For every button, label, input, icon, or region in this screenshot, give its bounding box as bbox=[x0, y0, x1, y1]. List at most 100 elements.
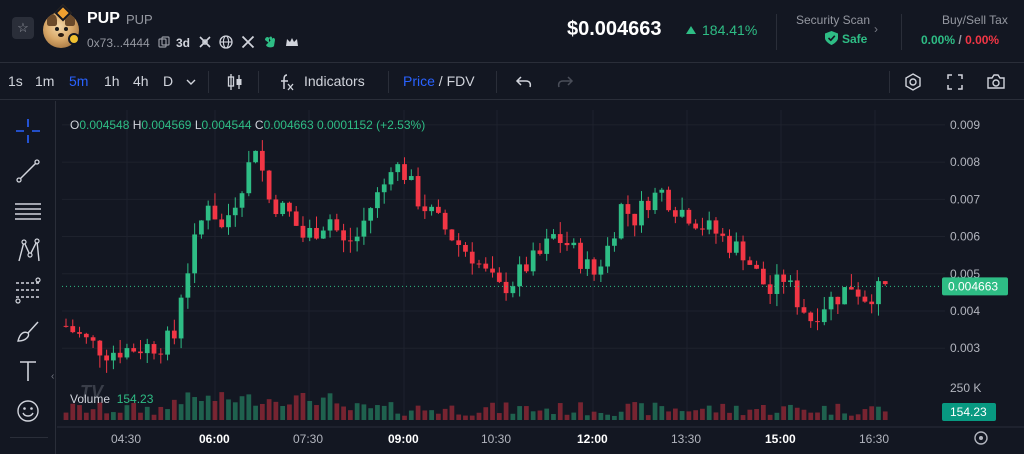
candle-body bbox=[781, 274, 787, 282]
candle-body bbox=[774, 274, 780, 294]
volume-value: 154.23 bbox=[116, 392, 154, 406]
volume-bar bbox=[347, 410, 353, 420]
volume-bar bbox=[801, 409, 807, 420]
fib-retracement-icon[interactable] bbox=[14, 277, 42, 305]
scan-icon[interactable] bbox=[197, 34, 213, 50]
shield-check-icon bbox=[825, 31, 838, 45]
contract-address[interactable]: 0x73...4444 bbox=[87, 36, 150, 50]
indicators-button[interactable]: Indicators bbox=[304, 73, 365, 89]
brush-icon[interactable] bbox=[14, 317, 42, 345]
volume-bar bbox=[402, 415, 407, 420]
candle-body bbox=[158, 353, 164, 355]
camera-icon[interactable] bbox=[986, 72, 1006, 92]
price-chart[interactable]: 0.009 0.008 0.007 0.006 0.005 0.004 0.003 04:30… bbox=[57, 101, 1024, 454]
trend-line-icon[interactable] bbox=[14, 157, 42, 185]
volume-bar bbox=[104, 413, 109, 420]
y-tick-label: 0.003 bbox=[950, 341, 980, 355]
undo-icon[interactable] bbox=[514, 72, 534, 92]
candle-body bbox=[287, 202, 292, 212]
candlestick-type-icon[interactable] bbox=[225, 72, 245, 92]
favorite-star-icon[interactable]: ☆ bbox=[12, 17, 34, 39]
timeframe-1s[interactable]: 1s bbox=[8, 73, 23, 89]
chevron-right-icon[interactable]: › bbox=[874, 22, 878, 36]
candle-body bbox=[131, 348, 137, 352]
candle-body bbox=[320, 230, 326, 239]
current-price: $0.004663 bbox=[567, 18, 662, 40]
candle-body bbox=[354, 236, 360, 242]
telegram-icon[interactable] bbox=[262, 34, 278, 50]
collapse-sidebar-icon[interactable]: ‹ bbox=[51, 371, 55, 382]
text-tool-icon[interactable] bbox=[14, 357, 42, 385]
volume-bar bbox=[720, 403, 726, 420]
crosshair-icon[interactable] bbox=[14, 117, 42, 145]
candle-body bbox=[171, 330, 177, 339]
volume-bar bbox=[314, 405, 319, 420]
volume-bar bbox=[320, 397, 326, 420]
timeframe-1m[interactable]: 1m bbox=[35, 73, 55, 89]
copy-icon[interactable] bbox=[158, 36, 170, 48]
fdv-option[interactable]: FDV bbox=[446, 73, 475, 89]
volume-bar bbox=[659, 406, 665, 420]
volume-bar bbox=[239, 396, 245, 420]
volume-bar bbox=[584, 415, 590, 420]
candle-body bbox=[849, 287, 854, 290]
volume-bar bbox=[645, 415, 651, 420]
high-value: 0.004569 bbox=[141, 118, 192, 132]
volume-bar bbox=[442, 408, 448, 420]
timeframe-1h[interactable]: 1h bbox=[104, 73, 120, 89]
volume-bar bbox=[178, 404, 184, 420]
x-tick-label: 15:00 bbox=[765, 432, 796, 446]
horizontal-lines-icon[interactable] bbox=[14, 197, 42, 225]
timeframe-d[interactable]: D bbox=[163, 73, 174, 89]
candle-body bbox=[347, 240, 353, 242]
candle-body bbox=[266, 170, 272, 200]
volume-bar bbox=[97, 402, 103, 420]
candle-body bbox=[185, 273, 191, 298]
globe-icon[interactable] bbox=[218, 34, 234, 50]
volume-bar bbox=[469, 415, 475, 420]
up-triangle-icon bbox=[686, 26, 696, 34]
y-tick-label: 0.006 bbox=[950, 230, 980, 244]
candle-body bbox=[165, 330, 170, 355]
security-scan-label[interactable]: Security Scan bbox=[796, 13, 871, 27]
candle-body bbox=[571, 242, 577, 246]
emoji-icon[interactable] bbox=[14, 397, 42, 425]
candle-body bbox=[788, 280, 793, 282]
function-fx-icon[interactable] bbox=[276, 72, 296, 92]
candle-body bbox=[591, 259, 597, 275]
candle-body bbox=[381, 184, 387, 193]
security-status[interactable]: Safe bbox=[842, 32, 868, 46]
timeframe-4h[interactable]: 4h bbox=[133, 73, 149, 89]
volume-bar bbox=[293, 395, 299, 420]
x-icon[interactable] bbox=[240, 34, 256, 50]
candle-body bbox=[63, 325, 69, 327]
price-fdv-toggle[interactable]: Price / FDV bbox=[403, 73, 475, 89]
candle-body bbox=[625, 204, 631, 214]
settings-hexagon-icon[interactable] bbox=[903, 72, 923, 92]
pattern-tool-icon[interactable] bbox=[14, 237, 42, 265]
candle-body bbox=[178, 297, 184, 339]
volume-bar bbox=[781, 406, 787, 420]
volume-bar bbox=[496, 413, 502, 420]
x-tick-label: 09:00 bbox=[388, 432, 419, 446]
candle-body bbox=[226, 215, 231, 228]
high-label: H bbox=[132, 118, 142, 132]
fullscreen-icon[interactable] bbox=[945, 72, 965, 92]
axis-settings-icon-center bbox=[979, 436, 983, 440]
last-price-badge bbox=[942, 277, 1008, 296]
chevron-down-icon[interactable] bbox=[186, 77, 196, 87]
candle-body bbox=[801, 307, 807, 313]
y-tick-label: 0.005 bbox=[950, 267, 980, 281]
candle-body bbox=[794, 280, 800, 308]
candle-body bbox=[144, 344, 150, 354]
crown-icon[interactable] bbox=[284, 34, 300, 50]
candle-body bbox=[70, 326, 76, 333]
volume-bar bbox=[429, 410, 434, 420]
redo-icon[interactable] bbox=[555, 72, 575, 92]
volume-bar bbox=[652, 402, 658, 420]
toolbar-divider bbox=[258, 71, 259, 93]
volume-label: Volume bbox=[70, 392, 111, 406]
price-option[interactable]: Price bbox=[403, 73, 435, 89]
volume-bar bbox=[862, 409, 868, 420]
timeframe-5m[interactable]: 5m bbox=[69, 73, 89, 89]
